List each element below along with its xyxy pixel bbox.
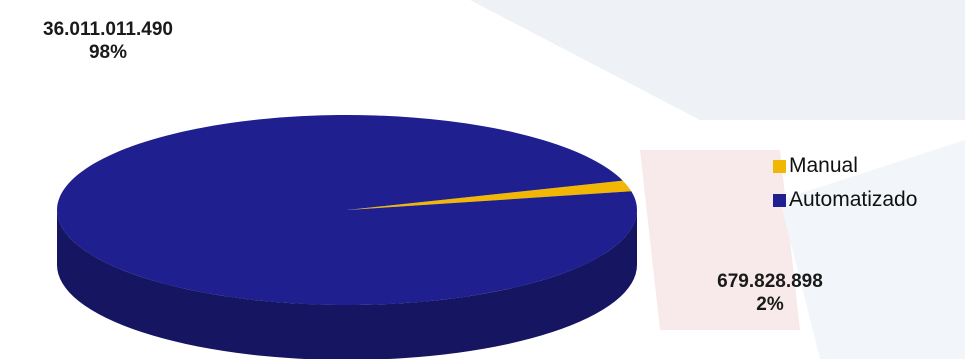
legend-label-manual: Manual xyxy=(789,154,858,177)
manual-percent-label: 2% xyxy=(756,294,784,315)
pie-slice-automatizado xyxy=(56,114,637,305)
manual-data-label: 679.828.898 2% xyxy=(660,270,880,316)
pie-slice-manual xyxy=(347,180,632,210)
automatizado-data-label: 36.011.011.490 98% xyxy=(8,18,208,64)
legend-swatch-manual xyxy=(773,159,786,173)
legend-item-manual: Manual xyxy=(773,152,917,180)
legend-swatch-automatizado xyxy=(773,193,786,207)
pie-side-automatizado xyxy=(57,210,637,359)
automatizado-percent-label: 98% xyxy=(88,42,128,63)
legend-label-automatizado: Automatizado xyxy=(789,188,918,211)
automatizado-value-label: 36.011.011.490 xyxy=(43,19,173,40)
legend-item-automatizado: Automatizado xyxy=(773,186,917,214)
manual-value-label: 679.828.898 xyxy=(717,271,823,292)
chart-legend: Manual Automatizado xyxy=(773,152,917,220)
